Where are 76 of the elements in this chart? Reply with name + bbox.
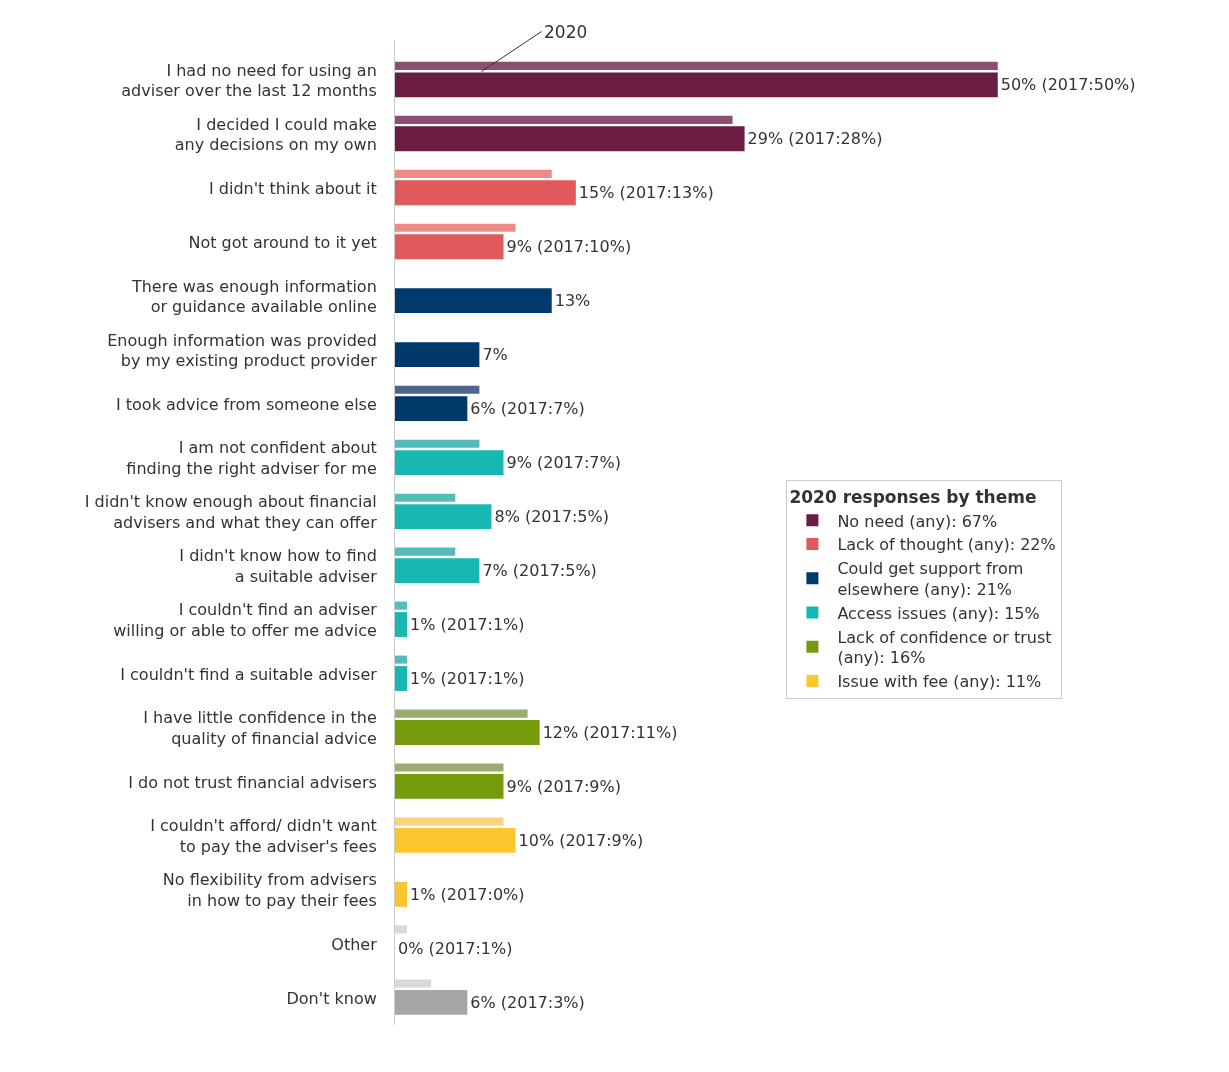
data-label: 9% (2017:10%): [506, 237, 632, 257]
data-label: 6% (2017:3%): [470, 992, 585, 1012]
bar: [395, 493, 456, 502]
y-tick-label: Other: [331, 934, 378, 954]
bar: [395, 288, 552, 314]
data-label: 7%: [482, 345, 508, 365]
data-label: 8% (2017:5%): [494, 507, 609, 527]
y-tick-label: I didn't think about it: [209, 179, 377, 199]
bar: [395, 115, 733, 124]
bar: [395, 666, 408, 691]
y-tick-label: I had no need for using an adviser over the last 12 months: [121, 60, 377, 101]
bar: [395, 763, 504, 772]
data-label: 9% (2017:7%): [506, 453, 621, 473]
bar: [395, 223, 516, 232]
bar: [395, 439, 480, 448]
legend-label: Lack of thought (any): 22%: [837, 535, 1056, 555]
legend-label: Lack of confidence or trust (any): 16%: [837, 627, 1052, 668]
data-label: 1% (2017:1%): [410, 668, 525, 688]
data-label: 1% (2017:1%): [410, 615, 525, 635]
bar: [395, 774, 504, 799]
data-label: 50% (2017:50%): [1000, 75, 1136, 95]
bar: [395, 396, 468, 422]
y-tick-label: I didn't know enough about financial advisers and what they can offer: [84, 492, 378, 533]
bar: [395, 450, 504, 476]
bar: [395, 234, 504, 260]
bar: [395, 385, 480, 394]
data-label: 1% (2017:0%): [410, 884, 525, 904]
data-label: 10% (2017:9%): [518, 830, 644, 850]
y-tick-label: I couldn't afford/ didn't want to pay the adviser's fees: [150, 816, 377, 857]
data-label: 29% (2017:28%): [747, 129, 883, 149]
data-label: 9% (2017:9%): [506, 776, 621, 796]
y-tick-label: No flexibility from advisers in how to pay their fees: [162, 870, 377, 911]
y-tick-label: I decided I could make any decisions on my own: [174, 114, 377, 155]
legend-label: Could get support from elsewhere (any): 21%: [837, 559, 1024, 599]
bar: [395, 601, 408, 610]
y-tick-label: I took advice from someone else: [115, 394, 377, 414]
bar: [395, 817, 504, 826]
bar: [395, 61, 998, 70]
y-tick-label: I am not confident about finding the right adviser for me: [126, 438, 377, 479]
data-label: 13%: [554, 291, 591, 311]
bar: [395, 72, 998, 98]
y-tick-label: Don't know: [286, 988, 377, 1008]
y-tick-label: I couldn't find a suitable adviser: [120, 664, 378, 684]
data-label: 7% (2017:5%): [482, 561, 597, 581]
bar: [395, 612, 408, 637]
y-tick-label: There was enough information or guidance available online: [130, 276, 377, 317]
bar: [395, 169, 552, 178]
bar: [395, 504, 492, 529]
y-tick-label: Enough information was provided by my existing product provider: [107, 330, 378, 371]
bar: [395, 720, 540, 745]
legend-label: Issue with fee (any): 11%: [837, 672, 1042, 692]
bar: [395, 547, 456, 556]
legend-label: Access issues (any): 15%: [837, 603, 1040, 623]
bar: [395, 709, 528, 718]
data-label: 0% (2017:1%): [398, 938, 513, 958]
bar: [395, 925, 408, 934]
y-tick-label: Not got around to it yet: [188, 233, 377, 252]
legend-label: No need (any): 67%: [837, 511, 998, 531]
legend-title: 2020 responses by theme: [789, 487, 1037, 508]
y-tick-label: I didn't know how to find a suitable adviser: [179, 546, 378, 587]
data-label: 12% (2017:11%): [542, 722, 678, 742]
bar: [395, 558, 480, 583]
y-tick-label: I couldn't find an adviser willing or able to offer me advice: [113, 600, 378, 641]
bar: [395, 828, 516, 853]
y-tick-label: I have little confidence in the quality of financial advice: [143, 708, 377, 749]
data-label: 15% (2017:13%): [578, 183, 714, 203]
bar: [395, 342, 480, 368]
bar: [395, 655, 408, 664]
data-label: 6% (2017:7%): [470, 399, 585, 419]
bar: [395, 989, 468, 1015]
bar: [395, 979, 432, 988]
annotation: 2020: [544, 22, 588, 42]
y-tick-label: I do not trust financial advisers: [128, 772, 377, 792]
bar: [395, 881, 408, 907]
bar: [395, 126, 745, 152]
bar: [395, 180, 576, 206]
